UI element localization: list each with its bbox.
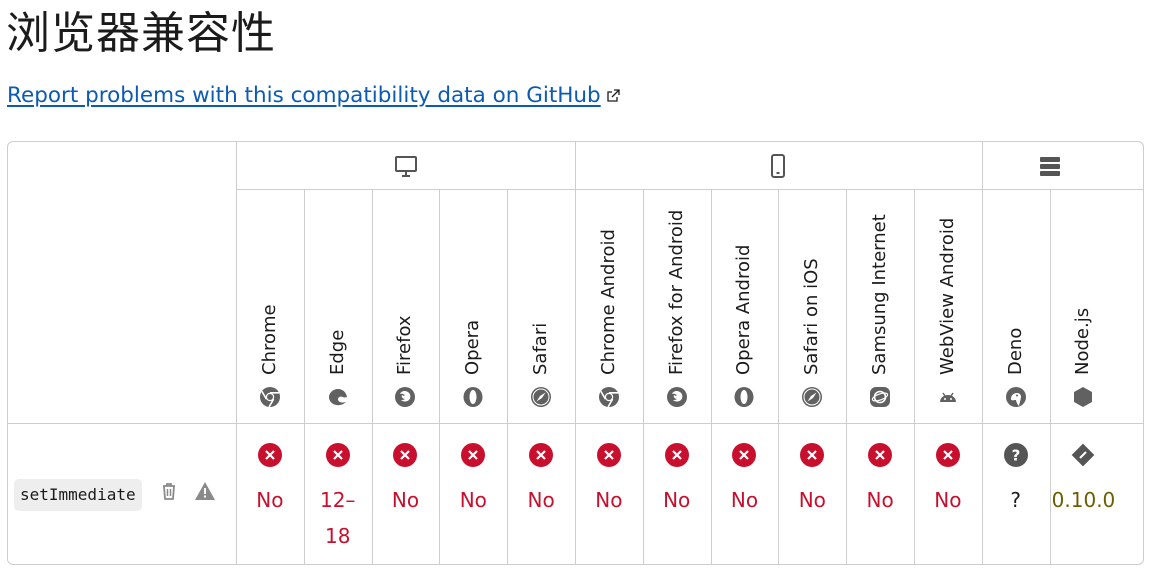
- non-standard-icon: [195, 482, 215, 500]
- safari-icon: [530, 386, 552, 408]
- browser-header-deno: Deno: [982, 142, 1050, 423]
- support-text: ?: [1010, 488, 1021, 512]
- mobile-icon: [764, 152, 792, 180]
- nodejs-icon: [1072, 386, 1094, 408]
- support-no-icon: [664, 442, 690, 468]
- svg-text:?: ?: [1011, 447, 1020, 465]
- support-yes-icon: [1070, 442, 1096, 468]
- browser-header-opera-android: Opera Android: [711, 142, 779, 423]
- support-no-icon: [325, 442, 351, 468]
- support-cell[interactable]: No: [778, 142, 846, 564]
- support-no-icon: [257, 442, 283, 468]
- platform-header-desktop: [236, 142, 575, 189]
- support-cell[interactable]: ??: [982, 142, 1050, 564]
- support-no-icon: [867, 442, 893, 468]
- support-no-icon: [935, 442, 961, 468]
- platform-header-server: [982, 142, 1118, 189]
- support-no-icon: [528, 442, 554, 468]
- support-text: No: [256, 488, 284, 512]
- browser-header-firefox-for-android: Firefox for Android: [643, 142, 711, 423]
- browser-header-edge: Edge: [304, 142, 372, 423]
- support-cell[interactable]: No: [507, 142, 575, 564]
- support-text: 0.10.0: [1051, 488, 1116, 512]
- browser-header-chrome-android: Chrome Android: [575, 142, 643, 423]
- feature-cell: setImmediate: [8, 142, 236, 564]
- browser-header-webview-android: WebView Android: [914, 142, 982, 423]
- external-link-icon: [607, 89, 620, 102]
- support-cell[interactable]: No: [711, 142, 779, 564]
- android-icon: [937, 386, 959, 408]
- browser-header-samsung-internet: Samsung Internet: [846, 142, 914, 423]
- support-no-icon: [392, 442, 418, 468]
- feature-name: setImmediate: [14, 479, 142, 511]
- server-icon: [1036, 152, 1064, 180]
- support-no-icon: [460, 442, 486, 468]
- support-unknown-icon: ?: [1003, 442, 1029, 468]
- edge-icon: [327, 386, 349, 408]
- firefox-icon: [666, 386, 688, 408]
- support-no-icon: [731, 442, 757, 468]
- support-text: No: [663, 488, 691, 512]
- support-cell[interactable]: No: [643, 142, 711, 564]
- support-text: No: [391, 488, 420, 512]
- platform-header-mobile: [575, 142, 982, 189]
- browser-header-node-js: Node.js: [1050, 142, 1118, 423]
- browser-header-firefox: Firefox: [372, 142, 440, 423]
- browser-header-safari-on-ios: Safari on iOS: [778, 142, 846, 423]
- support-cell[interactable]: 12– 18: [304, 142, 372, 564]
- opera-icon: [462, 386, 484, 408]
- support-no-icon: [596, 442, 622, 468]
- support-text: No: [934, 488, 962, 512]
- desktop-icon: [392, 152, 420, 180]
- support-cell[interactable]: No: [914, 142, 982, 564]
- firefox-icon: [394, 386, 416, 408]
- support-cell[interactable]: No: [575, 142, 643, 564]
- support-text: No: [595, 488, 623, 512]
- chrome-icon: [598, 386, 620, 408]
- chrome-icon: [259, 386, 281, 408]
- support-text: 12– 18: [319, 488, 356, 548]
- support-cell[interactable]: No: [846, 142, 914, 564]
- report-link-text: Report problems with this compatibility …: [7, 83, 601, 108]
- support-text: No: [798, 488, 826, 512]
- report-problems-link[interactable]: Report problems with this compatibility …: [7, 80, 621, 112]
- compat-table: Chrome No Edge 12– 18 Firefox No Opera No Safari…: [7, 141, 1144, 565]
- opera-icon: [733, 386, 755, 408]
- browser-header-safari: Safari: [507, 142, 575, 423]
- support-cell[interactable]: 0.10.0: [1050, 142, 1118, 564]
- support-cell[interactable]: No: [236, 142, 304, 564]
- deno-icon: [1005, 386, 1027, 408]
- support-text: No: [730, 488, 759, 512]
- support-cell[interactable]: No: [439, 142, 507, 564]
- safari-icon: [801, 386, 823, 408]
- support-text: No: [866, 488, 894, 512]
- support-text: No: [459, 488, 487, 512]
- support-no-icon: [799, 442, 825, 468]
- browser-header-chrome: Chrome: [236, 142, 304, 423]
- samsung-internet-icon: [869, 386, 891, 408]
- deprecated-icon: [163, 483, 175, 500]
- browser-header-opera: Opera: [439, 142, 507, 423]
- page-title: 浏览器兼容性: [6, 8, 276, 59]
- support-cell[interactable]: No: [372, 142, 440, 564]
- support-text: No: [527, 488, 555, 512]
